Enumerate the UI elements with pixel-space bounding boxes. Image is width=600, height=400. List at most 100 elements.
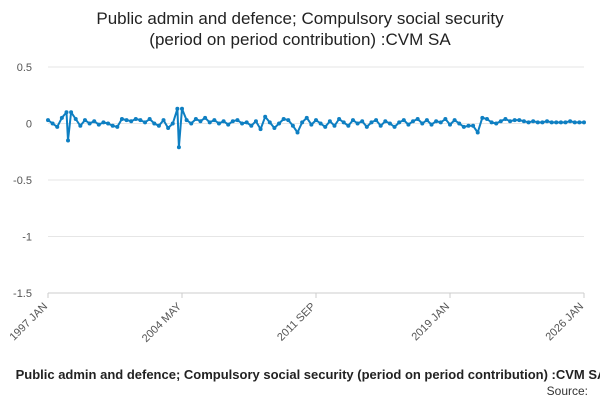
y-tick-label: 0.5 — [17, 62, 32, 74]
x-tick-label: 2011 SEP — [275, 301, 318, 344]
data-point — [424, 118, 429, 123]
data-point — [554, 120, 559, 125]
data-point — [503, 116, 508, 121]
data-point — [318, 121, 323, 126]
x-tick-label: 2026 JAN — [543, 301, 586, 344]
data-point — [64, 110, 69, 115]
data-point — [143, 120, 148, 125]
data-point — [350, 118, 355, 123]
data-point — [59, 115, 64, 120]
data-point — [508, 119, 513, 124]
data-point — [267, 120, 272, 125]
data-point — [258, 127, 263, 132]
data-point — [129, 119, 134, 124]
data-point — [221, 119, 226, 124]
data-point — [512, 118, 517, 123]
data-point — [193, 116, 198, 121]
data-point — [115, 124, 120, 129]
data-point — [203, 115, 208, 120]
chart-title-line-2: (period on period contribution) :CVM SA — [149, 30, 451, 49]
data-point — [263, 114, 268, 119]
data-point — [176, 145, 181, 150]
data-point — [277, 121, 282, 126]
data-point — [401, 118, 406, 123]
data-point — [429, 122, 434, 127]
data-point — [466, 123, 471, 128]
data-point — [50, 121, 55, 126]
data-point — [161, 118, 166, 123]
data-point — [96, 122, 101, 127]
data-point — [226, 122, 231, 127]
data-point — [443, 116, 448, 121]
data-point — [286, 118, 291, 123]
data-point — [545, 119, 550, 124]
data-point — [300, 120, 305, 125]
y-tick-label: -0.5 — [13, 175, 32, 187]
data-point — [364, 124, 369, 129]
data-point — [230, 119, 235, 124]
data-point — [484, 116, 489, 121]
data-point — [73, 116, 78, 121]
data-point — [558, 120, 563, 125]
data-point — [411, 119, 416, 124]
data-point — [582, 120, 586, 125]
data-point — [337, 116, 342, 121]
chart-title-line-1: Public admin and defence; Compulsory soc… — [96, 9, 504, 28]
data-point — [212, 118, 217, 123]
y-tick-label: 0 — [26, 119, 32, 131]
data-point — [535, 120, 540, 125]
data-point — [82, 118, 87, 123]
data-point — [138, 118, 143, 123]
data-point — [323, 124, 328, 129]
data-point — [360, 119, 365, 124]
data-point — [55, 124, 60, 129]
data-point — [147, 116, 152, 121]
data-point — [355, 121, 360, 126]
x-tick-label: 1997 JAN — [7, 301, 50, 344]
data-point — [170, 121, 175, 126]
data-point — [290, 123, 295, 128]
data-point — [577, 120, 582, 125]
data-point — [369, 120, 374, 125]
data-point — [452, 118, 457, 123]
data-point — [119, 116, 124, 121]
data-point — [216, 121, 221, 126]
data-point — [235, 118, 240, 123]
y-tick-label: -1 — [22, 232, 32, 244]
data-point — [517, 118, 522, 123]
data-point — [526, 120, 531, 125]
data-point — [420, 121, 425, 126]
data-point — [133, 116, 138, 121]
series-line — [47, 107, 584, 149]
data-point — [397, 120, 402, 125]
data-point — [471, 123, 476, 128]
data-point — [314, 118, 318, 123]
source-label: Source: — [546, 384, 588, 398]
data-point — [295, 130, 300, 135]
data-point — [87, 121, 92, 126]
data-point — [110, 123, 115, 128]
data-point — [304, 115, 309, 120]
data-point — [332, 123, 337, 128]
legend-entry: Public admin and defence; Compulsory soc… — [15, 367, 600, 382]
data-point — [392, 124, 397, 129]
data-point — [249, 123, 254, 128]
data-point — [244, 120, 249, 125]
data-point — [457, 121, 462, 126]
data-point — [46, 118, 50, 123]
data-point — [475, 130, 480, 135]
data-point — [327, 119, 332, 124]
data-point — [272, 126, 277, 131]
data-point — [568, 119, 573, 124]
data-point — [309, 122, 314, 127]
data-point — [540, 120, 545, 125]
x-tick-label: 2019 JAN — [409, 301, 452, 344]
data-point — [438, 120, 443, 125]
data-point — [498, 119, 503, 124]
data-point — [78, 123, 83, 128]
data-point — [448, 122, 452, 127]
data-point — [124, 118, 129, 123]
data-point — [531, 119, 536, 124]
data-point — [374, 118, 379, 123]
